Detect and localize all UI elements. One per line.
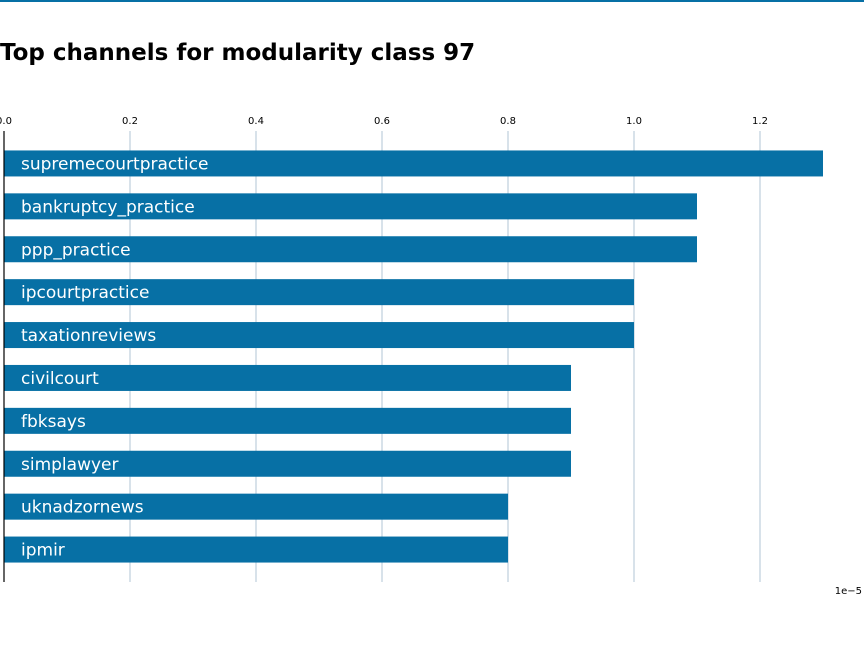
x-tick-label: 1.0 [626, 116, 642, 127]
bar [4, 536, 508, 563]
bar-label: ppp_practice [21, 240, 131, 260]
bar-label: ipmir [21, 541, 65, 561]
bar-label: fbksays [21, 412, 86, 432]
top-accent-rule [0, 0, 864, 2]
bar-label: ipcourtpractice [21, 283, 149, 303]
bar-label: bankruptcy_practice [21, 197, 195, 217]
bar [4, 407, 571, 434]
bar [4, 493, 508, 520]
bar [4, 193, 697, 220]
chart-title: Top channels for modularity class 97 [0, 40, 476, 66]
x-tick-label: 1.2 [752, 116, 768, 127]
bar [4, 322, 634, 349]
x-tick-label: 0.0 [0, 116, 12, 127]
x-tick-label: 0.6 [374, 116, 390, 127]
x-scale-multiplier: 1e−5 [835, 586, 862, 597]
bar [4, 150, 823, 177]
x-tick-label: 0.4 [248, 116, 264, 127]
bar [4, 450, 571, 477]
x-tick-label: 0.2 [122, 116, 138, 127]
bar [4, 279, 634, 306]
bar-label: taxationreviews [21, 326, 156, 346]
bar-label: supremecourtpractice [21, 154, 208, 174]
bar-label: simplawyer [21, 455, 118, 475]
bar [4, 236, 697, 263]
bar [4, 364, 571, 391]
bar-label: civilcourt [21, 369, 99, 389]
x-tick-label: 0.8 [500, 116, 516, 127]
bar-label: uknadzornews [21, 498, 144, 518]
